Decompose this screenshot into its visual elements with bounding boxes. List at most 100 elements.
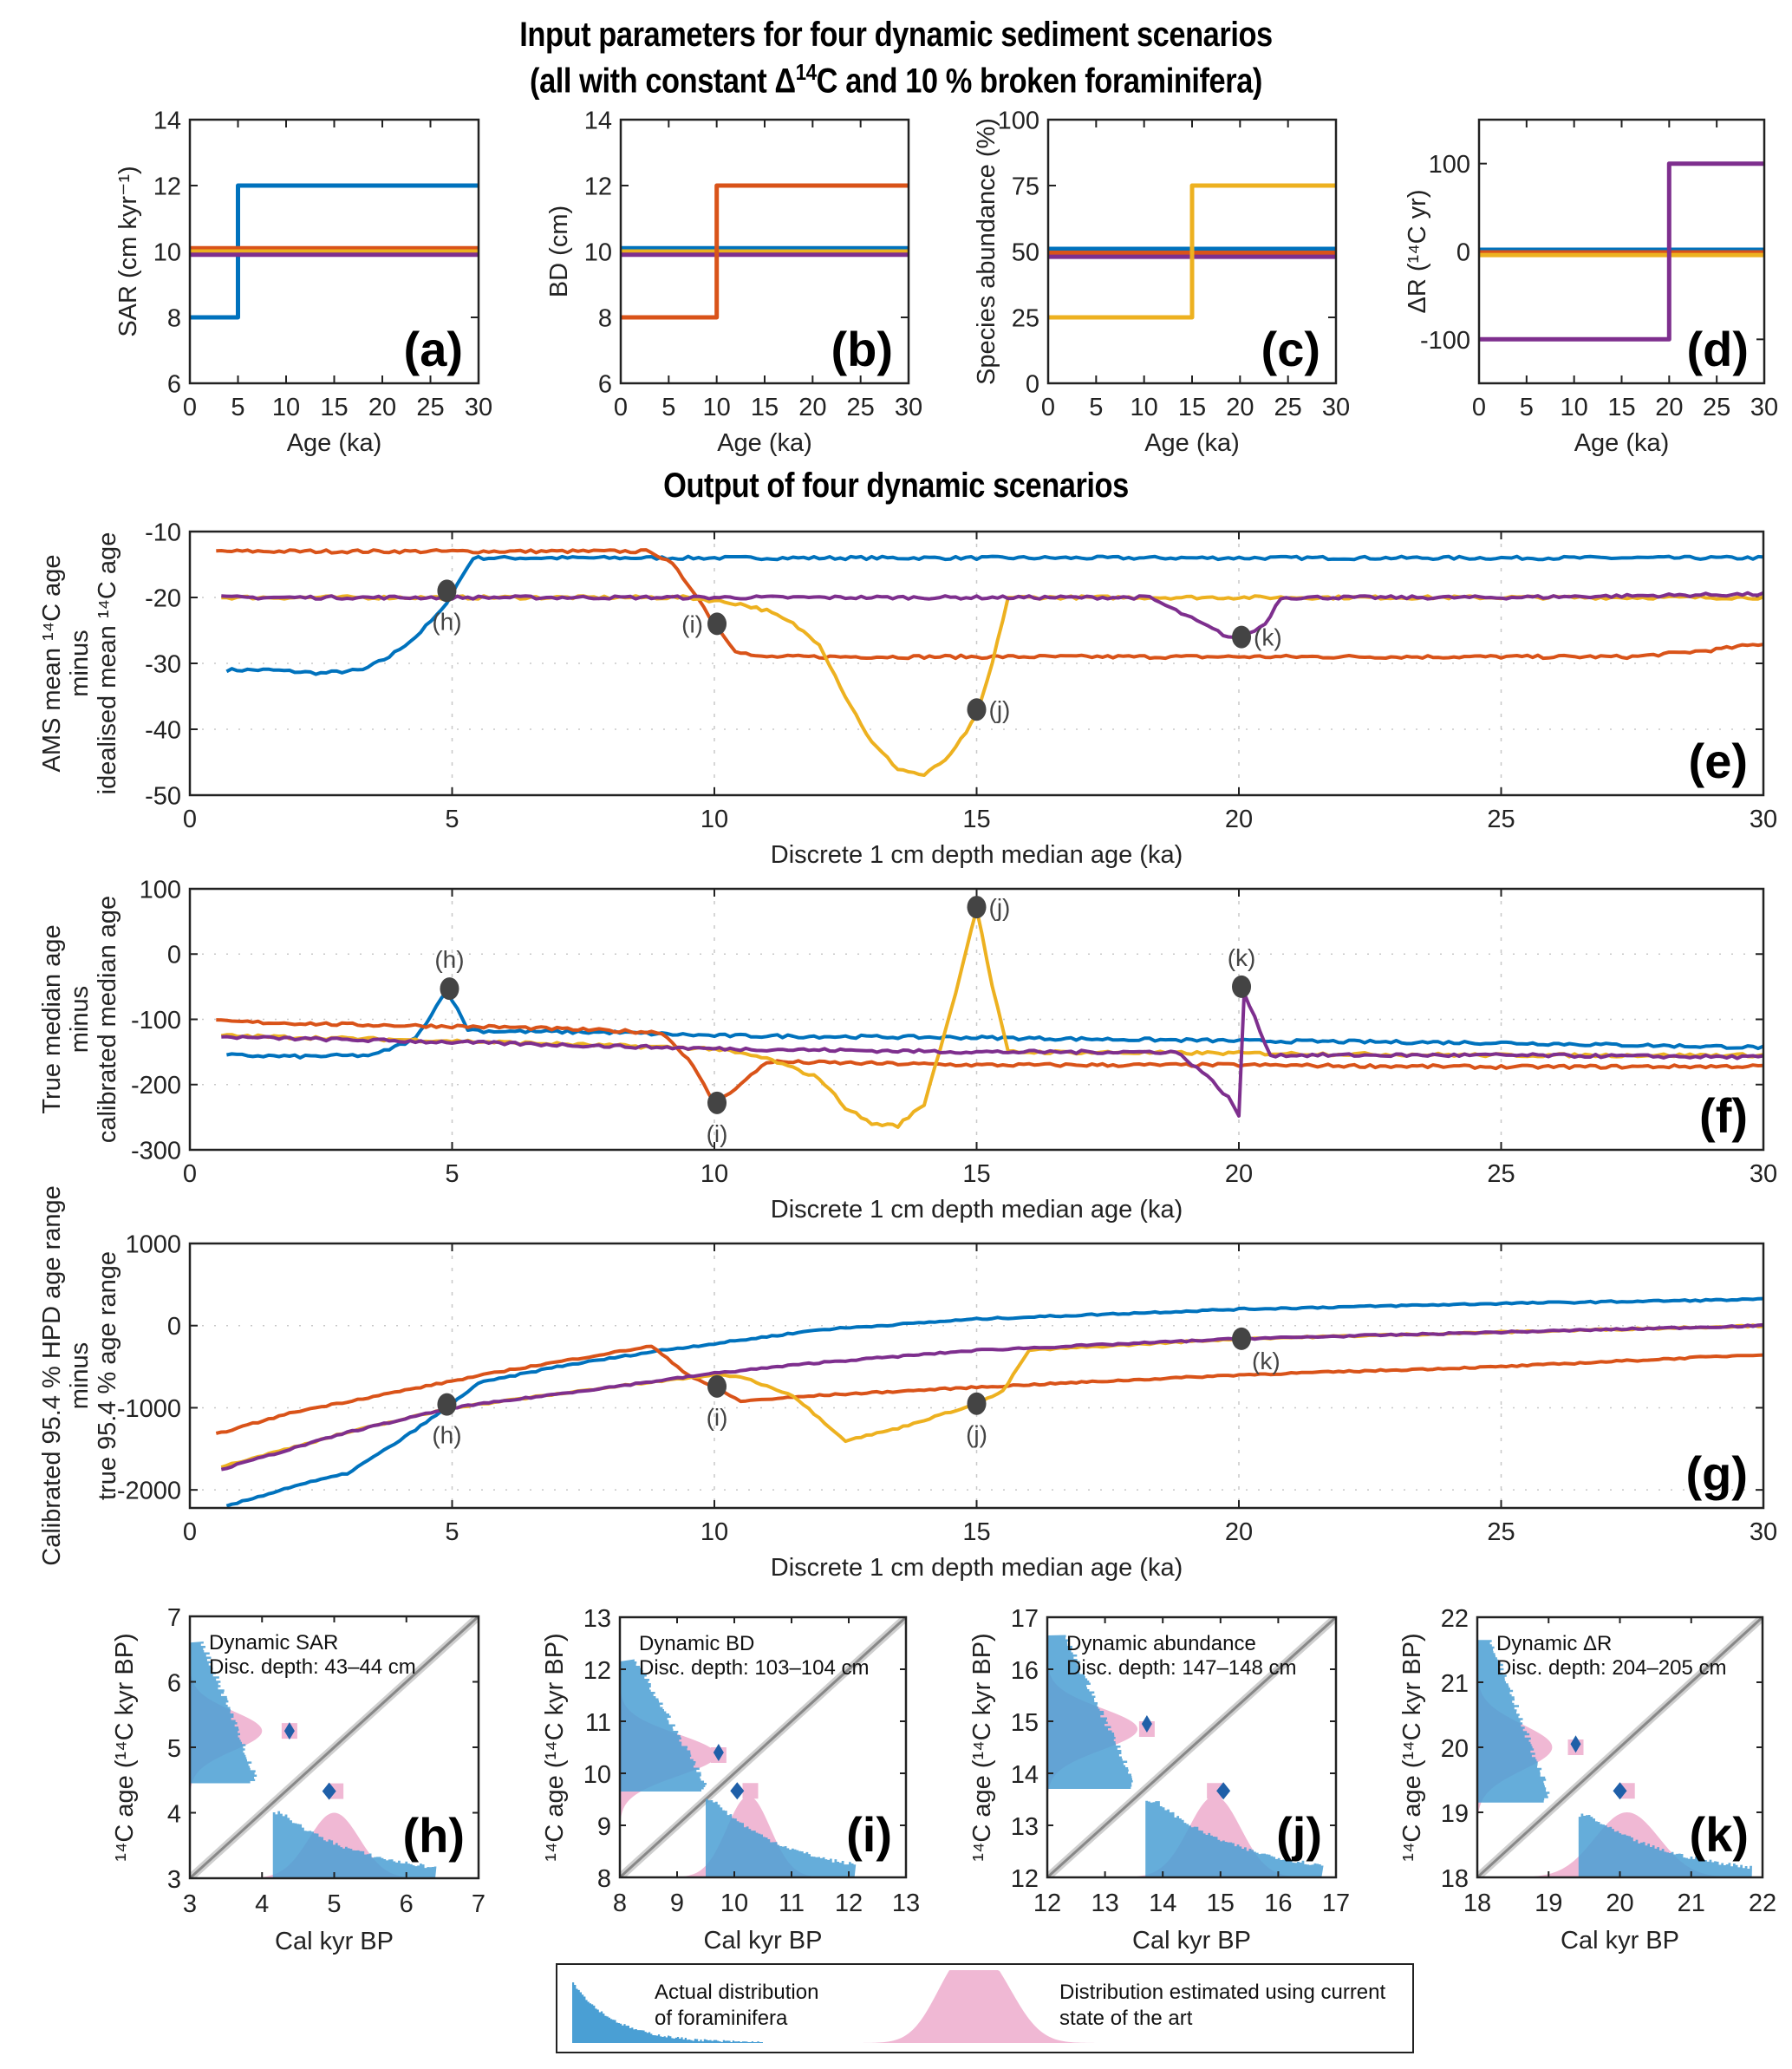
- y-tick-label: 13: [583, 1605, 611, 1633]
- x-tick-label: 20: [1226, 394, 1254, 421]
- actual-median-diamond: [713, 1744, 724, 1761]
- x-axis-label: Age (ka): [1574, 429, 1670, 457]
- inset-scenario-title: Dynamic abundance: [1066, 1632, 1256, 1655]
- actual-median-diamond: [1570, 1735, 1581, 1753]
- x-tick-label: 5: [1520, 394, 1534, 421]
- series-line-dr: [221, 591, 1764, 640]
- y-tick-label: 16: [1011, 1657, 1039, 1685]
- inset-scenario-title: Dynamic SAR: [209, 1631, 338, 1655]
- x-tick-label: 15: [1178, 394, 1206, 421]
- y-tick-label: 8: [167, 304, 181, 332]
- x-tick-label: 20: [1606, 1890, 1633, 1917]
- y-tick-label: 6: [167, 370, 181, 398]
- y-axis-label: True median age: [38, 924, 66, 1113]
- legend: Actual distribution of foraminifera Distri…: [556, 1963, 1414, 2053]
- x-tick-label: 30: [1750, 806, 1777, 833]
- x-tick-label: 10: [701, 1518, 728, 1546]
- x-tick-label: 30: [1750, 1518, 1777, 1546]
- panel-c: 0 5 10 15 20 25 30 0 25 50 75 100 (c) Age (ka) Species…: [973, 107, 1350, 457]
- marker-label: (h): [432, 608, 461, 635]
- estimated-median-square: [1207, 1783, 1223, 1799]
- x-tick-label: 16: [1264, 1890, 1292, 1917]
- x-tick-label: 10: [720, 1890, 748, 1917]
- actual-distribution-y: [1047, 1635, 1133, 1789]
- x-tick-label: 18: [1463, 1890, 1491, 1917]
- y-axis-label: calibrated median age: [94, 896, 121, 1143]
- y-tick-label: -200: [131, 1072, 181, 1100]
- x-tick-label: 20: [368, 394, 396, 421]
- y-axis-label: SAR (cm kyr⁻¹): [114, 166, 142, 336]
- y-tick-label: 4: [167, 1801, 181, 1829]
- inset-depth-label: Disc. depth: 147–148 cm: [1066, 1656, 1297, 1680]
- y-axis-label: minus: [66, 1342, 94, 1409]
- y-tick-label: 14: [584, 107, 612, 134]
- plot-area: [620, 1617, 906, 1877]
- y-tick-label: 100: [140, 876, 181, 904]
- series-line-dr: [221, 991, 1764, 1118]
- x-tick-label: 0: [1472, 394, 1486, 421]
- axes-frame: [188, 118, 480, 385]
- y-tick-label: 0: [1026, 370, 1039, 398]
- legend-actual-swatch: [572, 1982, 763, 2043]
- y-tick-label: -1000: [117, 1395, 181, 1423]
- y-tick-label: 14: [1011, 1761, 1039, 1789]
- scenario-marker: [1232, 1327, 1252, 1350]
- y-tick-label: 100: [998, 107, 1039, 134]
- x-tick-label: 15: [1207, 1890, 1235, 1917]
- x-tick-label: 13: [1091, 1890, 1118, 1917]
- y-tick-label: 10: [583, 1761, 611, 1789]
- series-line-bd: [215, 1344, 1764, 1435]
- y-tick-label: 12: [583, 1657, 611, 1685]
- x-tick-label: 5: [231, 394, 244, 421]
- y-tick-label: 5: [167, 1735, 181, 1763]
- x-tick-label: 0: [1041, 394, 1055, 421]
- marker-label: (k): [1228, 944, 1256, 971]
- series-line-sar: [225, 554, 1764, 676]
- y-tick-label: 0: [167, 942, 181, 969]
- panel-g: 0 5 10 15 20 25 30 -2000 -1000 0 1000 (h) (i) (j) (k) (…: [38, 1185, 1777, 1582]
- y-tick-label: -50: [145, 782, 181, 810]
- x-tick-label: 10: [701, 1160, 728, 1188]
- x-tick-label: 25: [416, 394, 444, 421]
- plot-area: [1047, 1617, 1336, 1877]
- y-tick-label: -40: [145, 716, 181, 744]
- y-axis-label: AMS mean ¹⁴C age: [38, 554, 66, 772]
- panel-b: 0 5 10 15 20 25 30 6 8 10 12 14 (b) Age (ka) BD (cm): [545, 107, 922, 457]
- x-tick-label: 3: [183, 1890, 197, 1918]
- x-tick-label: 0: [183, 1160, 197, 1188]
- actual-median-diamond: [1613, 1782, 1627, 1800]
- x-tick-label: 21: [1678, 1890, 1705, 1917]
- y-axis-label: Species abundance (%): [973, 118, 1000, 385]
- x-tick-label: 10: [1131, 394, 1158, 421]
- actual-median-diamond: [1141, 1715, 1152, 1733]
- x-axis-label: Cal kyr BP: [1132, 1927, 1251, 1955]
- y-axis-label: BD (cm): [545, 206, 573, 297]
- output-title: Output of four dynamic scenarios: [663, 467, 1129, 505]
- series-line-sar: [226, 989, 1764, 1060]
- legend-actual-label: of foraminifera: [655, 2007, 788, 2030]
- x-tick-label: 0: [183, 1518, 197, 1546]
- marker-label: (i): [707, 1120, 728, 1147]
- panel-letter: (e): [1689, 734, 1748, 788]
- y-tick-label: 3: [167, 1866, 181, 1894]
- marker-label: (k): [1252, 1348, 1280, 1374]
- panel-a: 0 5 10 15 20 25 30 6 8 10 12 14 (a) Age (ka) SAR (cm k…: [114, 107, 492, 457]
- marker-label: (i): [681, 610, 703, 637]
- y-tick-label: 12: [584, 173, 612, 200]
- y-tick-label: 10: [584, 238, 612, 266]
- x-tick-label: 12: [1033, 1890, 1061, 1917]
- y-tick-label: -30: [145, 650, 181, 678]
- axes-frame: [1046, 1615, 1338, 1879]
- axes-frame: [188, 1615, 480, 1880]
- axes-frame: [618, 1615, 908, 1879]
- inset-scenario-title: Dynamic ΔR: [1496, 1632, 1612, 1655]
- x-axis-label: Age (ka): [287, 429, 382, 457]
- input-title-sup: 14: [795, 59, 817, 85]
- x-tick-label: 11: [779, 1890, 805, 1917]
- axes-frame: [1476, 1615, 1764, 1879]
- x-tick-label: 22: [1749, 1890, 1776, 1917]
- x-tick-label: 9: [670, 1890, 684, 1917]
- y-axis-label: true 95.4 % age range: [94, 1251, 121, 1500]
- panel-letter: (i): [846, 1807, 892, 1862]
